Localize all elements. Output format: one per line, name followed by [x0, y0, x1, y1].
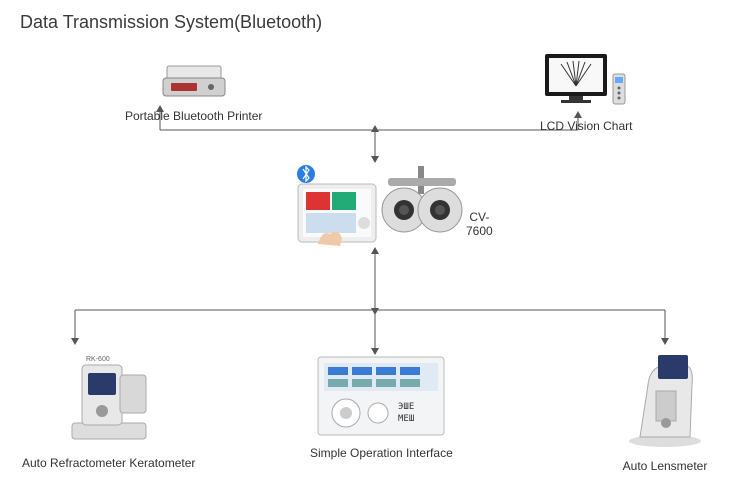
refractometer-label: Auto Refractometer Keratometer — [22, 456, 195, 470]
diagram-title: Data Transmission System(Bluetooth) — [20, 12, 322, 33]
interface-icon: ЭШЕ МЕШ — [316, 355, 446, 437]
cv7600-label: CV-7600 — [466, 210, 493, 238]
lcd-label: LCD Vision Chart — [540, 119, 632, 133]
node-refractometer: RK-600 Auto Refractometer Keratometer — [22, 345, 195, 470]
lensmeter-icon — [620, 345, 710, 450]
refractometer-icon: RK-600 — [54, 345, 164, 447]
printer-label: Portable Bluetooth Printer — [125, 109, 262, 123]
cv7600-icon — [288, 160, 468, 248]
lcd-icon — [541, 52, 631, 110]
interface-label: Simple Operation Interface — [310, 446, 453, 460]
printer-icon — [159, 60, 229, 100]
lensmeter-label: Auto Lensmeter — [620, 459, 710, 473]
svg-text:МЕШ: МЕШ — [398, 414, 414, 424]
svg-text:ЭШЕ: ЭШЕ — [398, 402, 414, 412]
node-cv7600: CV-7600 — [288, 160, 468, 253]
svg-text:RK-600: RK-600 — [86, 356, 110, 363]
node-lensmeter: Auto Lensmeter — [620, 345, 710, 473]
node-interface: ЭШЕ МЕШ Simple Operation Interface — [310, 355, 453, 460]
node-printer: Portable Bluetooth Printer — [125, 60, 262, 123]
node-lcd: LCD Vision Chart — [540, 52, 632, 133]
